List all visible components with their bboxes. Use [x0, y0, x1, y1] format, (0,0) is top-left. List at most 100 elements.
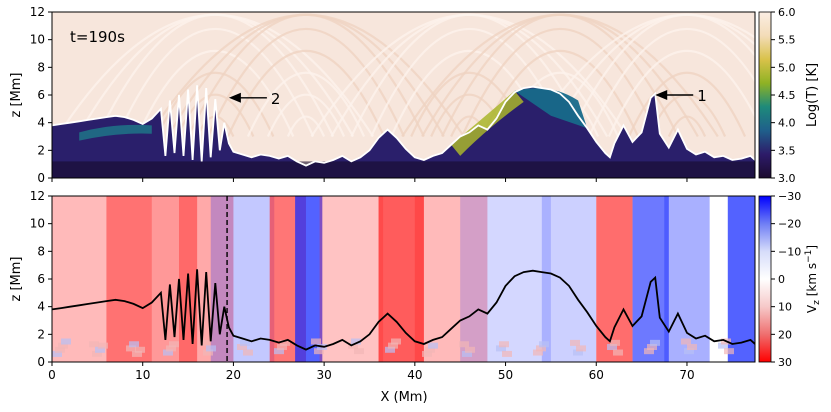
annotation-label: 1 [697, 87, 707, 105]
colorbar-tick-label: 5.5 [778, 34, 796, 47]
velocity-noise [388, 342, 398, 349]
x-tick-label: 50 [498, 368, 513, 382]
annotation-label: 2 [271, 90, 281, 108]
velocity-noise [576, 345, 586, 352]
velocity-noise [243, 349, 253, 356]
temperature-colorbar-ticks: 3.0 3.5 4.0 4.5 5.0 5.5 6.0 [771, 6, 796, 185]
velocity-band [664, 196, 710, 362]
velocity-noise [687, 344, 697, 351]
colorbar-tick-label: −10 [778, 245, 801, 258]
velocity-colorbar-bar [758, 195, 772, 363]
velocity-noise [533, 349, 543, 356]
x-axis-label: X (Mm) [380, 390, 427, 405]
velocity-noise [277, 344, 287, 351]
velocity-noise [428, 342, 438, 349]
y-tick-label: 12 [30, 5, 45, 19]
coronal-loop [310, 13, 629, 138]
x-tick-label: 70 [679, 368, 694, 382]
velocity-noise [647, 344, 657, 351]
coronal-loop [588, 27, 755, 137]
coronal-loop [266, 93, 346, 137]
temperature-y-axis: 0 2 4 6 8 10 12 [30, 5, 52, 185]
velocity-band [541, 196, 597, 362]
coronal-loop [136, 49, 295, 137]
colorbar-tick-label: −30 [778, 190, 801, 203]
x-tick-label: 30 [316, 368, 331, 382]
y-tick-label: 8 [37, 60, 45, 74]
colorbar-tick-label: 3.0 [778, 172, 796, 185]
velocity-noise [55, 346, 65, 353]
velocity-noise [126, 345, 136, 352]
colorbar-tick-label: 0 [778, 273, 785, 286]
annotation-arrow-head [228, 92, 241, 103]
velocity-noise [237, 344, 247, 351]
velocity-y-label: z [Mm] [9, 257, 24, 302]
velocity-band [319, 196, 384, 362]
temperature-colorbar-bar [758, 11, 772, 179]
x-tick-label: 40 [407, 368, 422, 382]
temperature-colorbar: 3.0 3.5 4.0 4.5 5.0 5.5 6.0 Log(T) [K] [758, 6, 820, 185]
colorbar-tick-label: 20 [778, 328, 792, 341]
velocity-noise [539, 341, 549, 348]
velocity-noise [459, 341, 469, 348]
velocity-band [596, 196, 633, 362]
velocity-noise [354, 348, 364, 355]
velocity-noise [644, 348, 654, 355]
colorbar-tick-label: 30 [778, 356, 792, 369]
temperature-colorbar-label: Log(T) [K] [805, 63, 820, 127]
velocity-noise [52, 350, 62, 357]
y-tick-label: 2 [37, 327, 45, 341]
velocity-x-axis: 0 10 20 30 40 50 60 70 [48, 362, 695, 382]
colorbar-tick-label: 5.0 [778, 61, 796, 74]
y-tick-label: 10 [30, 217, 45, 231]
coronal-loop [246, 71, 366, 137]
coronal-loop [528, 13, 755, 138]
velocity-band [727, 196, 755, 362]
velocity-noise [166, 345, 176, 352]
velocity-noise [684, 348, 694, 355]
coronal-loop [370, 27, 569, 137]
coronal-loop [461, 27, 659, 137]
velocity-noise [718, 342, 728, 349]
velocity-noise [95, 346, 105, 353]
chromosphere-base [52, 161, 755, 178]
velocity-noise [129, 341, 139, 348]
coronal-loop [116, 27, 315, 137]
temperature-x-ticks [51, 178, 688, 182]
transition-contour-black [52, 269, 755, 351]
velocity-noise [274, 348, 284, 355]
velocity-noise [200, 339, 210, 346]
velocity-noise [650, 339, 660, 346]
coronal-loop [401, 13, 719, 138]
velocity-noise [422, 350, 432, 357]
velocity-band [414, 196, 488, 362]
velocity-noise [58, 342, 68, 349]
colorbar-tick-label: 6.0 [778, 6, 796, 19]
x-tick-label: 0 [48, 368, 56, 382]
velocity-noise [348, 342, 358, 349]
time-label: t=190s [70, 28, 125, 46]
velocity-noise [351, 338, 361, 345]
velocity-band [210, 196, 275, 362]
colorbar-tick-label: 3.5 [778, 144, 796, 157]
temperature-y-label: z [Mm] [9, 73, 24, 118]
y-tick-label: 0 [37, 355, 45, 369]
velocity-noise [169, 341, 179, 348]
velocity-noise [462, 350, 472, 357]
velocity-colorbar-ticks: −30 −20 −10 0 10 20 30 [771, 190, 801, 369]
coronal-loop [156, 71, 275, 137]
velocity-noise [610, 339, 620, 346]
velocity-noise [385, 346, 395, 353]
velocity-noise [163, 349, 173, 356]
velocity-noise [391, 338, 401, 345]
velocity-panel: 0 2 4 6 8 10 12 0 10 20 30 40 50 60 70 z [Mm] X (Mm) [9, 189, 756, 405]
velocity-noise [240, 339, 250, 346]
colorbar-tick-label: 10 [778, 301, 792, 314]
velocity-noise [613, 349, 623, 356]
velocity-band [632, 196, 669, 362]
velocity-noise [311, 338, 321, 345]
y-tick-label: 12 [30, 189, 45, 203]
velocity-noise [502, 350, 512, 357]
